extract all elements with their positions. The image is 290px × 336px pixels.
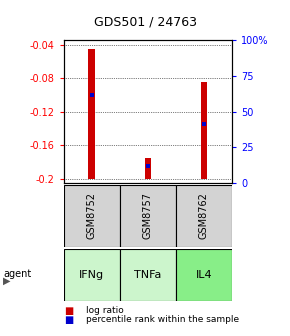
Bar [176, 249, 232, 301]
Bar [64, 249, 120, 301]
Bar [176, 185, 232, 247]
Text: percentile rank within the sample: percentile rank within the sample [86, 316, 239, 324]
Bar [64, 185, 120, 247]
Text: GDS501 / 24763: GDS501 / 24763 [93, 15, 197, 28]
Bar [120, 249, 176, 301]
Text: TNFa: TNFa [134, 270, 162, 280]
Text: IFNg: IFNg [79, 270, 104, 280]
Text: ■: ■ [64, 315, 73, 325]
Text: GSM8757: GSM8757 [143, 193, 153, 239]
Text: agent: agent [3, 269, 31, 279]
Text: IL4: IL4 [196, 270, 212, 280]
Text: log ratio: log ratio [86, 306, 123, 315]
Bar [88, 49, 95, 179]
Text: GSM8762: GSM8762 [199, 193, 209, 239]
Bar [201, 82, 207, 179]
Bar [144, 158, 151, 179]
Bar [120, 185, 176, 247]
Text: ▶: ▶ [3, 276, 10, 286]
Text: GSM8752: GSM8752 [87, 193, 97, 239]
Text: ■: ■ [64, 306, 73, 316]
